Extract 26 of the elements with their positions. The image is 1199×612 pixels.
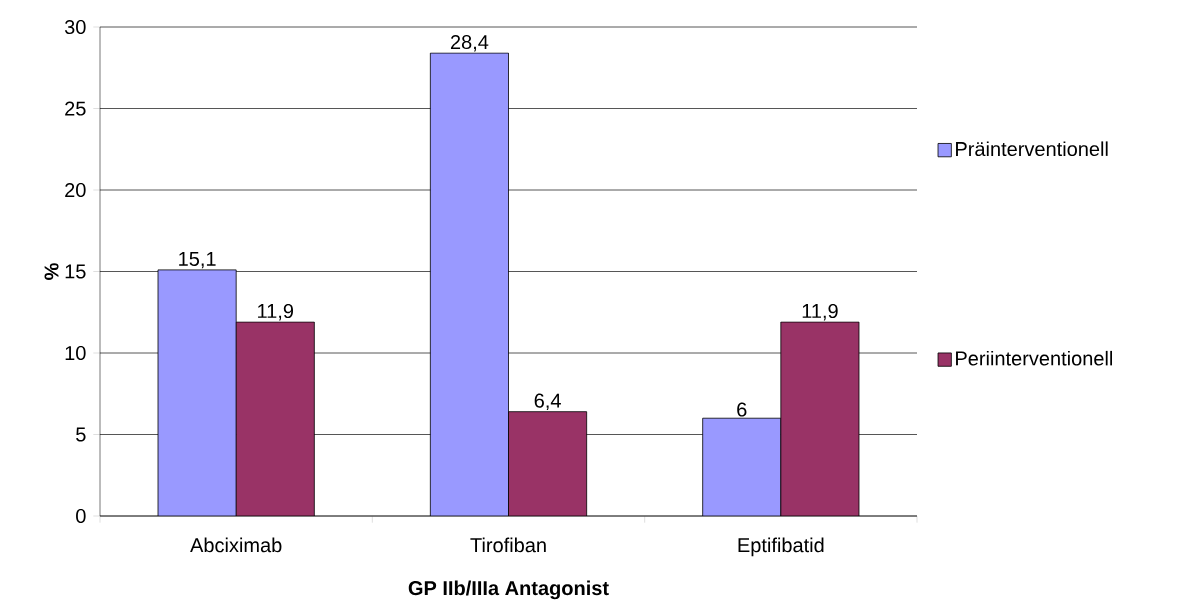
- y-tick-label: 5: [76, 427, 86, 442]
- y-axis-title: %: [44, 263, 59, 280]
- data-label: 6,4: [534, 393, 561, 411]
- data-label: 11,9: [802, 303, 838, 321]
- bar: [780, 321, 860, 516]
- y-tick-label: 20: [65, 182, 86, 198]
- legend-label: Präinterventionell: [956, 141, 1108, 157]
- data-label: 15,1: [179, 251, 216, 269]
- y-tick-label: 15: [65, 264, 86, 279]
- y-tick-label: 30: [64, 19, 86, 35]
- data-label: 6: [737, 402, 747, 417]
- y-tick-label: 10: [65, 345, 86, 361]
- x-tick-label: Abciximab: [190, 537, 282, 553]
- x-axis-title: GP IIb/IIIa Antagonist: [408, 580, 609, 600]
- data-label: 11,9: [258, 303, 294, 321]
- bar: [429, 52, 509, 516]
- bar: [508, 411, 588, 516]
- data-label: 28,4: [450, 34, 489, 52]
- x-tick-label: Tirofiban: [470, 537, 546, 553]
- y-tick-label: 25: [65, 101, 86, 116]
- x-tick-label: Eptifibatid: [738, 537, 824, 557]
- bar: [235, 321, 315, 516]
- bar: [157, 269, 237, 516]
- legend-label: Periinterventionell: [956, 350, 1113, 366]
- y-tick-label: 0: [76, 508, 86, 524]
- bar: [702, 417, 782, 516]
